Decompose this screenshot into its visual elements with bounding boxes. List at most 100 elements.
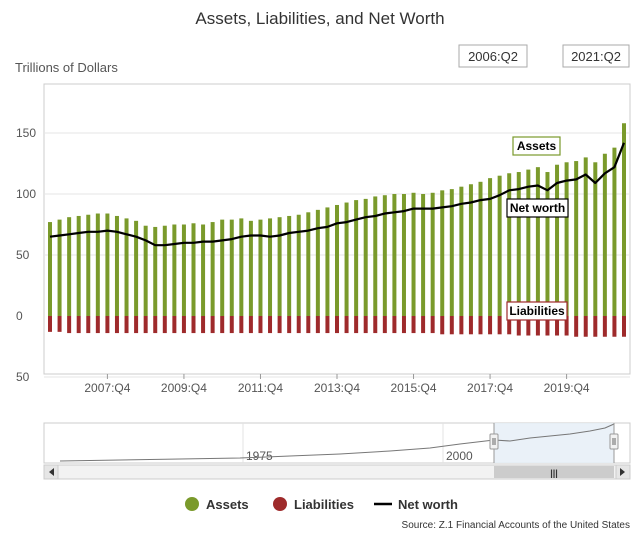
- navigator-tick-2000: 2000: [446, 449, 473, 463]
- liabilities-bar: [86, 316, 91, 334]
- scroll-left-button[interactable]: [43, 464, 59, 480]
- legend-label-liabilities: Liabilities: [294, 497, 354, 512]
- liabilities-bar: [124, 316, 129, 334]
- liabilities-bar: [373, 316, 378, 334]
- legend-item-net-worth[interactable]: Net worth: [374, 497, 458, 512]
- legend-item-assets[interactable]: Assets: [185, 497, 249, 512]
- scroll-right-button[interactable]: [615, 464, 631, 480]
- assets-bar: [459, 186, 464, 316]
- liabilities-bar: [468, 316, 473, 335]
- liabilities-bar: [114, 316, 119, 334]
- liabilities-bar: [191, 316, 196, 334]
- net-worth-line: [49, 142, 626, 247]
- liabilities-bar: [555, 316, 560, 336]
- assets-bar: [622, 123, 626, 317]
- x-axis-ticks: 2007:Q4 2009:Q4 2011:Q4 2013:Q4 2015:Q4 2017:…: [84, 374, 590, 395]
- assets-bar: [363, 198, 368, 316]
- assets-bar: [181, 224, 186, 316]
- assets-bar: [48, 222, 52, 316]
- assets-bar: [373, 196, 378, 316]
- navigator-left-handle[interactable]: [489, 433, 499, 450]
- assets-bar: [124, 218, 129, 316]
- liabilities-bar: [421, 316, 426, 334]
- assets-bar: [421, 194, 426, 316]
- assets-bar: [162, 225, 167, 316]
- liabilities-marker-icon: [273, 497, 287, 511]
- legend: Assets Liabilities Net worth: [185, 497, 458, 512]
- navigator[interactable]: 1975 2000: [43, 422, 631, 464]
- liabilities-bar: [564, 316, 569, 336]
- liabilities-bar: [344, 316, 349, 334]
- assets-bar: [210, 222, 215, 316]
- range-end-box[interactable]: 2021:Q2: [562, 44, 630, 68]
- assets-bar: [335, 204, 339, 316]
- range-start-box[interactable]: 2006:Q2: [458, 44, 528, 68]
- assets-bar: [449, 189, 454, 316]
- assets-bar: [545, 172, 550, 316]
- assets-bar: [392, 194, 397, 316]
- assets-bar: [526, 169, 531, 316]
- assets-bar: [153, 226, 158, 316]
- liabilities-bar: [48, 316, 52, 332]
- legend-label-net-worth: Net worth: [398, 497, 458, 512]
- assets-bar: [287, 215, 292, 316]
- liabilities-bar: [440, 316, 445, 335]
- liabilities-bar: [201, 316, 206, 334]
- assets-bar: [535, 167, 540, 316]
- assets-bar: [306, 212, 311, 316]
- legend-item-liabilities[interactable]: Liabilities: [273, 497, 354, 512]
- assets-bar: [555, 164, 560, 316]
- assets-bar: [564, 162, 569, 316]
- scrollbar-thumb[interactable]: [494, 466, 614, 478]
- navigator-selection[interactable]: [494, 423, 614, 463]
- x-tick-label: 2017:Q4: [467, 381, 513, 395]
- assets-bar: [593, 162, 598, 316]
- y-tick-label: 0: [16, 309, 23, 323]
- liabilities-bar: [497, 316, 502, 335]
- assets-marker-icon: [185, 497, 199, 511]
- liabilities-bar: [593, 316, 598, 337]
- liabilities-bar: [239, 316, 244, 334]
- liabilities-bar: [622, 316, 626, 337]
- liabilities-bar: [612, 316, 617, 337]
- y-tick-label: 100: [16, 187, 36, 201]
- assets-bar: [239, 218, 244, 316]
- assets-bar: [488, 178, 493, 316]
- liabilities-bar: [181, 316, 186, 334]
- liabilities-bar: [430, 316, 435, 334]
- liabilities-bar: [153, 316, 158, 334]
- liabilities-bar: [315, 316, 320, 334]
- liabilities-bar: [229, 316, 234, 334]
- assets-bar: [229, 219, 234, 316]
- assets-bar: [268, 218, 273, 316]
- net-worth-callout-text: Net worth: [510, 201, 565, 215]
- liabilities-bar: [583, 316, 588, 337]
- assets-bar: [86, 214, 91, 316]
- net-worth-line-layer: [49, 142, 626, 247]
- assets-bar: [105, 213, 110, 316]
- liabilities-bar: [134, 316, 139, 334]
- assets-bar: [516, 172, 521, 316]
- liabilities-bar: [516, 316, 521, 336]
- assets-bar: [57, 219, 62, 316]
- assets-bar: [114, 215, 119, 316]
- x-tick-label: 2013:Q4: [314, 381, 360, 395]
- assets-bar: [583, 157, 588, 316]
- x-tick-label: 2015:Q4: [391, 381, 437, 395]
- liabilities-bar: [602, 316, 607, 337]
- liabilities-bar: [335, 316, 339, 334]
- navigator-right-handle[interactable]: [609, 433, 619, 450]
- liabilities-bar: [459, 316, 464, 335]
- assets-bar: [602, 153, 607, 316]
- y-tick-label: 50: [16, 370, 30, 384]
- assets-bar: [401, 194, 406, 316]
- assets-bar: [574, 161, 579, 316]
- assets-bar: [134, 220, 139, 316]
- assets-bar: [172, 224, 177, 316]
- scrollbar-grip: |||: [550, 468, 558, 478]
- liabilities-bar: [296, 316, 301, 334]
- navigator-tick-1975: 1975: [246, 449, 273, 463]
- assets-callout-box: [512, 136, 561, 156]
- scrollbar[interactable]: |||: [43, 464, 631, 480]
- assets-bar: [95, 213, 100, 316]
